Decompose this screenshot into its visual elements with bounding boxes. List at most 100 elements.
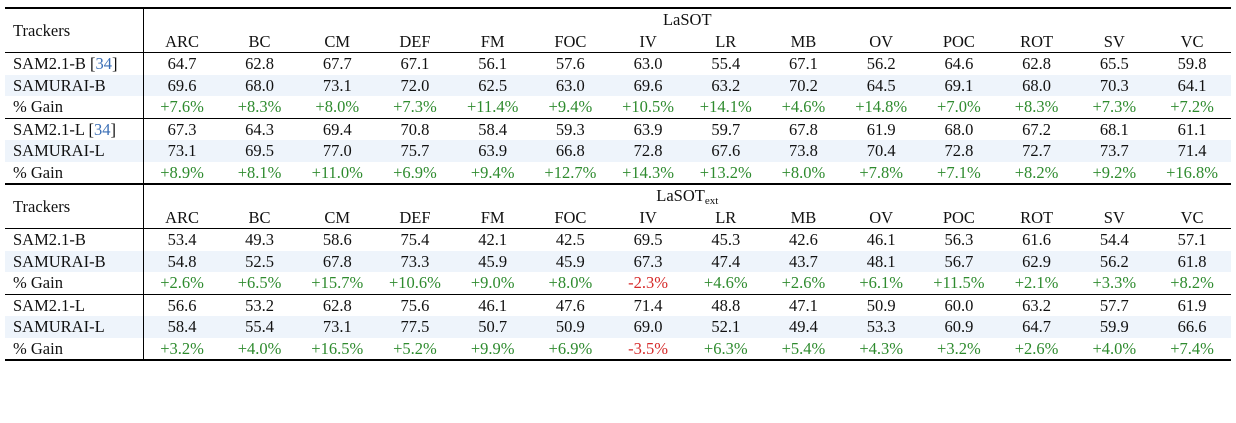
score-cell: 61.6 xyxy=(997,228,1076,251)
score-cell: 56.3 xyxy=(920,228,998,251)
score-cell: 53.4 xyxy=(143,228,221,251)
table-row: SAM2.1-L [34] 67.3 64.3 69.4 70.8 58.4 59.3 63.… xyxy=(5,117,1231,140)
column-header: FOC xyxy=(554,31,587,51)
gain-cell: +2.6% xyxy=(997,337,1076,361)
column-header: CM xyxy=(324,207,351,227)
score-cell: 61.1 xyxy=(1153,117,1231,140)
score-cell: 73.1 xyxy=(298,316,377,338)
tracker-name: SAMURAI-L xyxy=(13,317,105,336)
gain-cell: +9.2% xyxy=(1092,162,1137,182)
score-cell: 67.1 xyxy=(376,52,454,75)
score-cell: 63.0 xyxy=(609,52,687,75)
gain-row: % Gain +2.6% +6.5% +15.7% +10.6% +9.0% +8.0% -2… xyxy=(5,272,1231,294)
gain-cell: +8.3% xyxy=(1014,97,1059,116)
gain-cell: +7.4% xyxy=(1153,337,1231,361)
section-header-row: Trackers LaSOT xyxy=(5,7,1231,53)
column-header: LR xyxy=(715,31,737,51)
gain-cell: +3.2% xyxy=(920,337,998,361)
score-cell: 45.9 xyxy=(453,250,532,272)
score-cell: 61.9 xyxy=(842,117,921,140)
score-cell: 72.8 xyxy=(920,140,998,162)
gain-cell: +6.9% xyxy=(393,162,437,182)
column-header-row: ARC BC CM DEF FM FOC IV LR MB OV POC ROT SV VC xyxy=(5,207,1231,229)
gain-cell: +2.1% xyxy=(1014,273,1059,292)
score-cell: 58.4 xyxy=(143,316,221,338)
gain-cell: +7.6% xyxy=(160,97,204,116)
dataset-header: LaSOText xyxy=(143,183,1231,207)
trackers-header: Trackers xyxy=(5,183,144,229)
score-cell: 61.8 xyxy=(1153,250,1231,272)
tracker-name: SAMURAI-B xyxy=(13,251,106,271)
column-header: POC xyxy=(942,31,975,51)
column-header: VC xyxy=(1180,31,1204,51)
score-cell: 52.5 xyxy=(220,250,299,272)
table-row: SAMURAI-L 73.1 69.5 77.0 75.7 63.9 66.8 72.8 67.… xyxy=(5,140,1231,162)
citation-link[interactable]: 34 xyxy=(93,119,111,139)
column-header: BC xyxy=(248,31,271,51)
dataset-name: LaSOT xyxy=(656,186,705,205)
column-header: LR xyxy=(715,207,737,227)
citation-link[interactable]: 34 xyxy=(95,54,113,73)
gain-cell: +10.6% xyxy=(388,273,441,292)
column-header: VC xyxy=(1180,207,1204,227)
gain-cell: -3.5% xyxy=(609,337,687,361)
column-header: FOC xyxy=(554,207,587,227)
score-cell: 42.6 xyxy=(764,228,843,251)
score-cell: 69.5 xyxy=(609,228,687,251)
tracker-name-cell: SAMURAI-L xyxy=(5,140,144,162)
score-cell: 63.9 xyxy=(609,117,687,140)
score-cell: 62.5 xyxy=(453,74,532,96)
tracker-name: SAMURAI-B xyxy=(13,75,106,95)
tracker-name-cell: % Gain xyxy=(5,161,144,184)
column-header: IV xyxy=(639,31,657,51)
score-cell: 58.4 xyxy=(453,117,532,140)
table-row: SAMURAI-B 54.8 52.5 67.8 73.3 45.9 45.9 67.3 47.… xyxy=(5,250,1231,272)
tracker-name: SAM2.1-L xyxy=(13,119,85,139)
score-cell: 73.7 xyxy=(1075,140,1154,162)
score-cell: 67.3 xyxy=(609,250,687,272)
score-cell: 46.1 xyxy=(842,228,921,251)
score-cell: 61.9 xyxy=(1153,293,1231,316)
gain-cell: +7.2% xyxy=(1170,97,1214,116)
score-cell: 46.1 xyxy=(453,293,532,316)
score-cell: 50.9 xyxy=(531,316,610,338)
gain-cell: +6.3% xyxy=(686,337,765,361)
gain-cell: +8.1% xyxy=(237,162,282,182)
gain-cell: +14.1% xyxy=(699,97,752,116)
score-cell: 57.6 xyxy=(531,52,610,75)
score-cell: 69.6 xyxy=(143,74,221,96)
score-cell: 42.5 xyxy=(531,228,610,251)
gain-cell: +8.0% xyxy=(315,97,360,116)
column-header: OV xyxy=(869,31,894,51)
score-cell: 69.0 xyxy=(609,316,687,338)
score-cell: 62.8 xyxy=(220,52,299,75)
score-cell: 70.2 xyxy=(764,74,843,96)
tracker-name-cell: SAM2.1-B xyxy=(5,228,144,251)
score-cell: 55.4 xyxy=(220,316,299,338)
score-cell: 50.9 xyxy=(842,293,921,316)
score-cell: 57.7 xyxy=(1075,293,1154,316)
column-header-row: ARC BC CM DEF FM FOC IV LR MB OV POC ROT SV VC xyxy=(5,31,1231,53)
tracker-name-cell: SAM2.1-B [34] xyxy=(5,52,144,75)
gain-cell: +2.6% xyxy=(781,273,826,292)
score-cell: 70.3 xyxy=(1075,74,1154,96)
gain-cell: +9.0% xyxy=(470,273,515,292)
table-row: SAMURAI-L 58.4 55.4 73.1 77.5 50.7 50.9 69.0 52.… xyxy=(5,316,1231,338)
table-body: Trackers LaSOT ARC BC CM DEF FM FOC IV LR MB OV POC R… xyxy=(5,7,1231,361)
gain-cell: +8.0% xyxy=(548,273,593,292)
gain-cell: +3.3% xyxy=(1092,273,1137,292)
section-header-row: Trackers LaSOText xyxy=(5,183,1231,229)
gain-cell: +16.8% xyxy=(1166,162,1219,182)
score-cell: 66.8 xyxy=(531,140,610,162)
score-cell: 63.2 xyxy=(686,74,765,96)
score-cell: 63.0 xyxy=(531,74,610,96)
score-cell: 68.0 xyxy=(997,74,1076,96)
score-cell: 58.6 xyxy=(298,228,377,251)
score-cell: 53.2 xyxy=(220,293,299,316)
gain-cell: +9.4% xyxy=(548,97,593,116)
gain-cell: +13.2% xyxy=(699,162,752,182)
gain-cell: +14.3% xyxy=(622,162,675,182)
gain-cell: +9.9% xyxy=(453,337,532,361)
score-cell: 69.6 xyxy=(609,74,687,96)
score-cell: 70.8 xyxy=(376,117,454,140)
